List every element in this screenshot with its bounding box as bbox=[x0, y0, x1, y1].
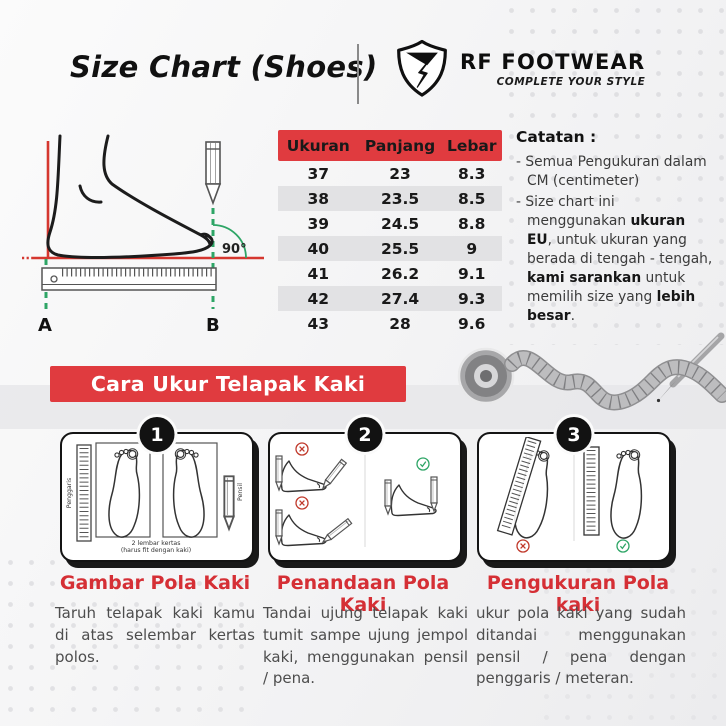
column-header: Panjang bbox=[364, 136, 436, 155]
step-1-body: Taruh telapak kaki kamu di atas selembar… bbox=[55, 604, 255, 666]
pencil-label: Pensil bbox=[237, 483, 244, 501]
wrong-example-1 bbox=[275, 442, 347, 493]
step-3-body: ukur pola kaki yang sudah ditandai mengg… bbox=[476, 604, 686, 688]
step-panel-2: 2 bbox=[268, 414, 462, 562]
step-2-illustration bbox=[275, 442, 438, 547]
table-cell: 23 bbox=[389, 164, 411, 183]
table-cell: 8.5 bbox=[458, 189, 486, 208]
table-cell: 23.5 bbox=[380, 189, 420, 208]
point-a-label: A bbox=[38, 315, 52, 336]
paper-caption-line1: 2 lembar kertas bbox=[132, 540, 181, 547]
correct-example bbox=[583, 446, 643, 553]
table-cell: 38 bbox=[307, 189, 330, 208]
column-header: Lebar bbox=[446, 136, 497, 155]
step-panel-1: 1 Penggaris 2 lembar kertas (harus fit d… bbox=[60, 414, 254, 562]
header-divider bbox=[357, 44, 359, 104]
measuring-tape-illustration bbox=[457, 332, 726, 411]
table-cell: 9 bbox=[466, 239, 478, 258]
table-cell: 25.5 bbox=[380, 239, 420, 258]
brand-tagline: COMPLETE YOUR STYLE bbox=[496, 75, 646, 88]
table-cell: 41 bbox=[307, 264, 330, 283]
rf-shield-icon bbox=[397, 39, 447, 97]
table-row: 40 25.5 9 bbox=[278, 236, 502, 261]
check-icon bbox=[616, 539, 630, 553]
correct-example bbox=[384, 457, 438, 517]
brand-text: RF FOOTWEAR COMPLETE YOUR STYLE bbox=[460, 50, 645, 88]
step-number-badge: 2 bbox=[344, 414, 386, 455]
step-1-heading: Gambar Pola Kaki bbox=[59, 572, 251, 594]
step-1-illustration: Penggaris 2 lembar kertas (harus fit den… bbox=[66, 442, 244, 554]
table-row: 42 27.4 9.3 bbox=[278, 286, 502, 311]
table-cell: 9.3 bbox=[458, 289, 486, 308]
table-cell: 26.2 bbox=[380, 264, 420, 283]
wrong-example-2 bbox=[275, 496, 353, 547]
tape-roll-icon bbox=[457, 347, 515, 405]
column-header: Ukuran bbox=[286, 136, 350, 155]
table-cell: 28 bbox=[389, 314, 411, 333]
table-cell: 9.1 bbox=[458, 264, 486, 283]
brand-name: RF FOOTWEAR bbox=[460, 49, 646, 74]
step-3-illustration bbox=[496, 437, 643, 553]
ruler-icon bbox=[496, 437, 542, 536]
step-number-badge: 3 bbox=[553, 414, 595, 455]
cross-icon bbox=[295, 442, 309, 456]
table-cell: 8.3 bbox=[458, 164, 486, 183]
table-cell: 8.8 bbox=[458, 214, 486, 233]
size-table: Ukuran Panjang Lebar 37 23 8.3 38 23.5 8.5 39 2… bbox=[278, 130, 502, 336]
foot-outline bbox=[46, 134, 214, 259]
table-cell: 27.4 bbox=[380, 289, 420, 308]
step-2-body: Tandai ujung telapak kaki tumit sampe uj… bbox=[263, 604, 468, 688]
note-item: - Semua Pengukuran dalam CM (centimeter) bbox=[516, 154, 707, 190]
section-banner: Cara Ukur Telapak Kaki bbox=[50, 366, 406, 402]
ruler-icon bbox=[76, 444, 92, 542]
point-b-label: B bbox=[206, 315, 220, 336]
check-icon bbox=[416, 457, 430, 471]
ruler-icon bbox=[583, 446, 600, 536]
notes-title: Catatan : bbox=[516, 128, 597, 146]
notes-list: - Semua Pengukuran dalam CM (centimeter)… bbox=[516, 153, 715, 326]
cross-icon bbox=[516, 539, 530, 553]
wrong-example bbox=[496, 437, 552, 553]
page-title: Size Chart (Shoes) bbox=[70, 50, 378, 84]
angle-label: 90° bbox=[222, 242, 247, 257]
brand-logo: RF FOOTWEAR COMPLETE YOUR STYLE bbox=[394, 38, 645, 99]
tape-ribbon bbox=[504, 350, 726, 411]
size-table-body: 37 23 8.3 38 23.5 8.5 39 24.5 8.8 40 25.5 9 41 26.2 9.… bbox=[278, 161, 502, 336]
cross-icon bbox=[295, 496, 309, 510]
table-cell: 43 bbox=[307, 314, 330, 333]
table-row: 38 23.5 8.5 bbox=[278, 186, 502, 211]
paper-caption-line2: (harus fit dengan kaki) bbox=[121, 547, 191, 554]
step-2-heading: Penandaan Pola Kaki bbox=[276, 572, 450, 616]
step-number-badge: 1 bbox=[136, 414, 178, 455]
table-row: 43 28 9.6 bbox=[278, 311, 502, 336]
table-cell: 9.6 bbox=[458, 314, 486, 333]
note-item: - Size chart ini menggunakan ukuran EU, … bbox=[516, 194, 713, 325]
notes-section: Catatan : - Semua Pengukuran dalam CM (c… bbox=[516, 128, 715, 328]
table-row: 39 24.5 8.8 bbox=[278, 211, 502, 236]
table-cell: 40 bbox=[307, 239, 330, 258]
table-row: 41 26.2 9.1 bbox=[278, 261, 502, 286]
table-cell: 39 bbox=[307, 214, 330, 233]
size-table-header: Ukuran Panjang Lebar bbox=[278, 130, 502, 161]
table-cell: 24.5 bbox=[380, 214, 420, 233]
foot-measure-diagram: 90° A B bbox=[22, 134, 264, 336]
step-panel-3: 3 bbox=[477, 414, 671, 562]
ruler-label: Penggaris bbox=[66, 478, 73, 508]
table-row: 37 23 8.3 bbox=[278, 161, 502, 186]
table-cell: 42 bbox=[307, 289, 330, 308]
pencil-icon bbox=[223, 475, 235, 530]
ruler-icon bbox=[41, 267, 217, 291]
table-cell: 37 bbox=[307, 164, 330, 183]
pencil-icon bbox=[204, 141, 222, 206]
